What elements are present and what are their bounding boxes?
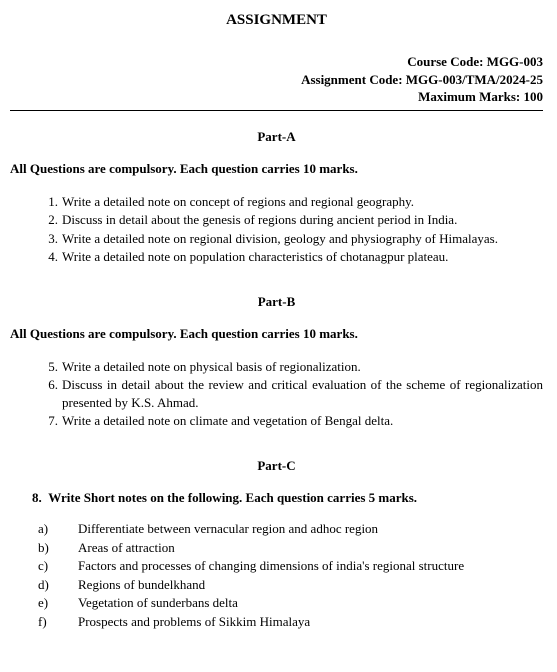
question-item: 6.Discuss in detail about the review and… (10, 376, 543, 411)
subitem-text: Prospects and problems of Sikkim Himalay… (78, 614, 310, 629)
subitem: b) Areas of attraction (10, 539, 543, 557)
subitem-text: Vegetation of sunderbans delta (78, 595, 238, 610)
question-text: Discuss in detail about the review and c… (62, 377, 543, 410)
subitem-letter: b) (58, 539, 74, 557)
course-code: Course Code: MGG-003 (10, 53, 543, 71)
subitem: e) Vegetation of sunderbans delta (10, 594, 543, 612)
question-item: 1. Write a detailed note on concept of re… (10, 193, 543, 211)
question-num: 2. (40, 211, 58, 229)
question-num: 8. (32, 490, 42, 505)
question-item: 4. Write a detailed note on population ch… (10, 248, 543, 266)
subitem-text: Differentiate between vernacular region … (78, 521, 378, 536)
subitem-letter: a) (58, 520, 74, 538)
part-a-list: 1. Write a detailed note on concept of re… (10, 193, 543, 266)
question-text: Write a detailed note on climate and veg… (62, 413, 393, 428)
part-b-heading: Part-B (10, 294, 543, 310)
part-c-q8: 8. Write Short notes on the following. E… (10, 490, 543, 506)
subitem-text: Factors and processes of changing dimens… (78, 558, 464, 573)
question-item: 7. Write a detailed note on climate and v… (10, 412, 543, 430)
question-num: 4. (40, 248, 58, 266)
max-marks: Maximum Marks: 100 (10, 88, 543, 106)
part-a-instruction: All Questions are compulsory. Each quest… (10, 161, 543, 177)
meta-block: Course Code: MGG-003 Assignment Code: MG… (10, 53, 543, 111)
question-item: 5. Write a detailed note on physical basi… (10, 358, 543, 376)
part-c-sublist: a) Differentiate between vernacular regio… (10, 520, 543, 630)
part-a-heading: Part-A (10, 129, 543, 145)
question-item: 2. Discuss in detail about the genesis of… (10, 211, 543, 229)
question-num: 5. (40, 358, 58, 376)
part-b-list: 5. Write a detailed note on physical basi… (10, 358, 543, 430)
subitem: c) Factors and processes of changing dime… (10, 557, 543, 575)
question-text: Write a detailed note on concept of regi… (62, 194, 414, 209)
question-num: 3. (40, 230, 58, 248)
subitem-text: Regions of bundelkhand (78, 577, 205, 592)
question-text: Discuss in detail about the genesis of r… (62, 212, 457, 227)
part-b-instruction: All Questions are compulsory. Each quest… (10, 326, 543, 342)
question-item: 3. Write a detailed note on regional divi… (10, 230, 543, 248)
part-c-heading: Part-C (10, 458, 543, 474)
question-num: 1. (40, 193, 58, 211)
subitem-text: Areas of attraction (78, 540, 175, 555)
subitem-letter: d) (58, 576, 74, 594)
assignment-title: ASSIGNMENT (10, 12, 543, 29)
subitem: f) Prospects and problems of Sikkim Himal… (10, 613, 543, 631)
question-num: 7. (40, 412, 58, 430)
assignment-code: Assignment Code: MGG-003/TMA/2024-25 (10, 71, 543, 89)
question-num: 6. (40, 376, 58, 394)
question-text: Write a detailed note on physical basis … (62, 359, 361, 374)
subitem-letter: f) (58, 613, 74, 631)
subitem-letter: e) (58, 594, 74, 612)
question-text: Write Short notes on the following. Each… (48, 490, 417, 505)
question-text: Write a detailed note on regional divisi… (62, 231, 498, 246)
question-text: Write a detailed note on population char… (62, 249, 448, 264)
subitem: d) Regions of bundelkhand (10, 576, 543, 594)
subitem: a) Differentiate between vernacular regio… (10, 520, 543, 538)
subitem-letter: c) (58, 557, 74, 575)
